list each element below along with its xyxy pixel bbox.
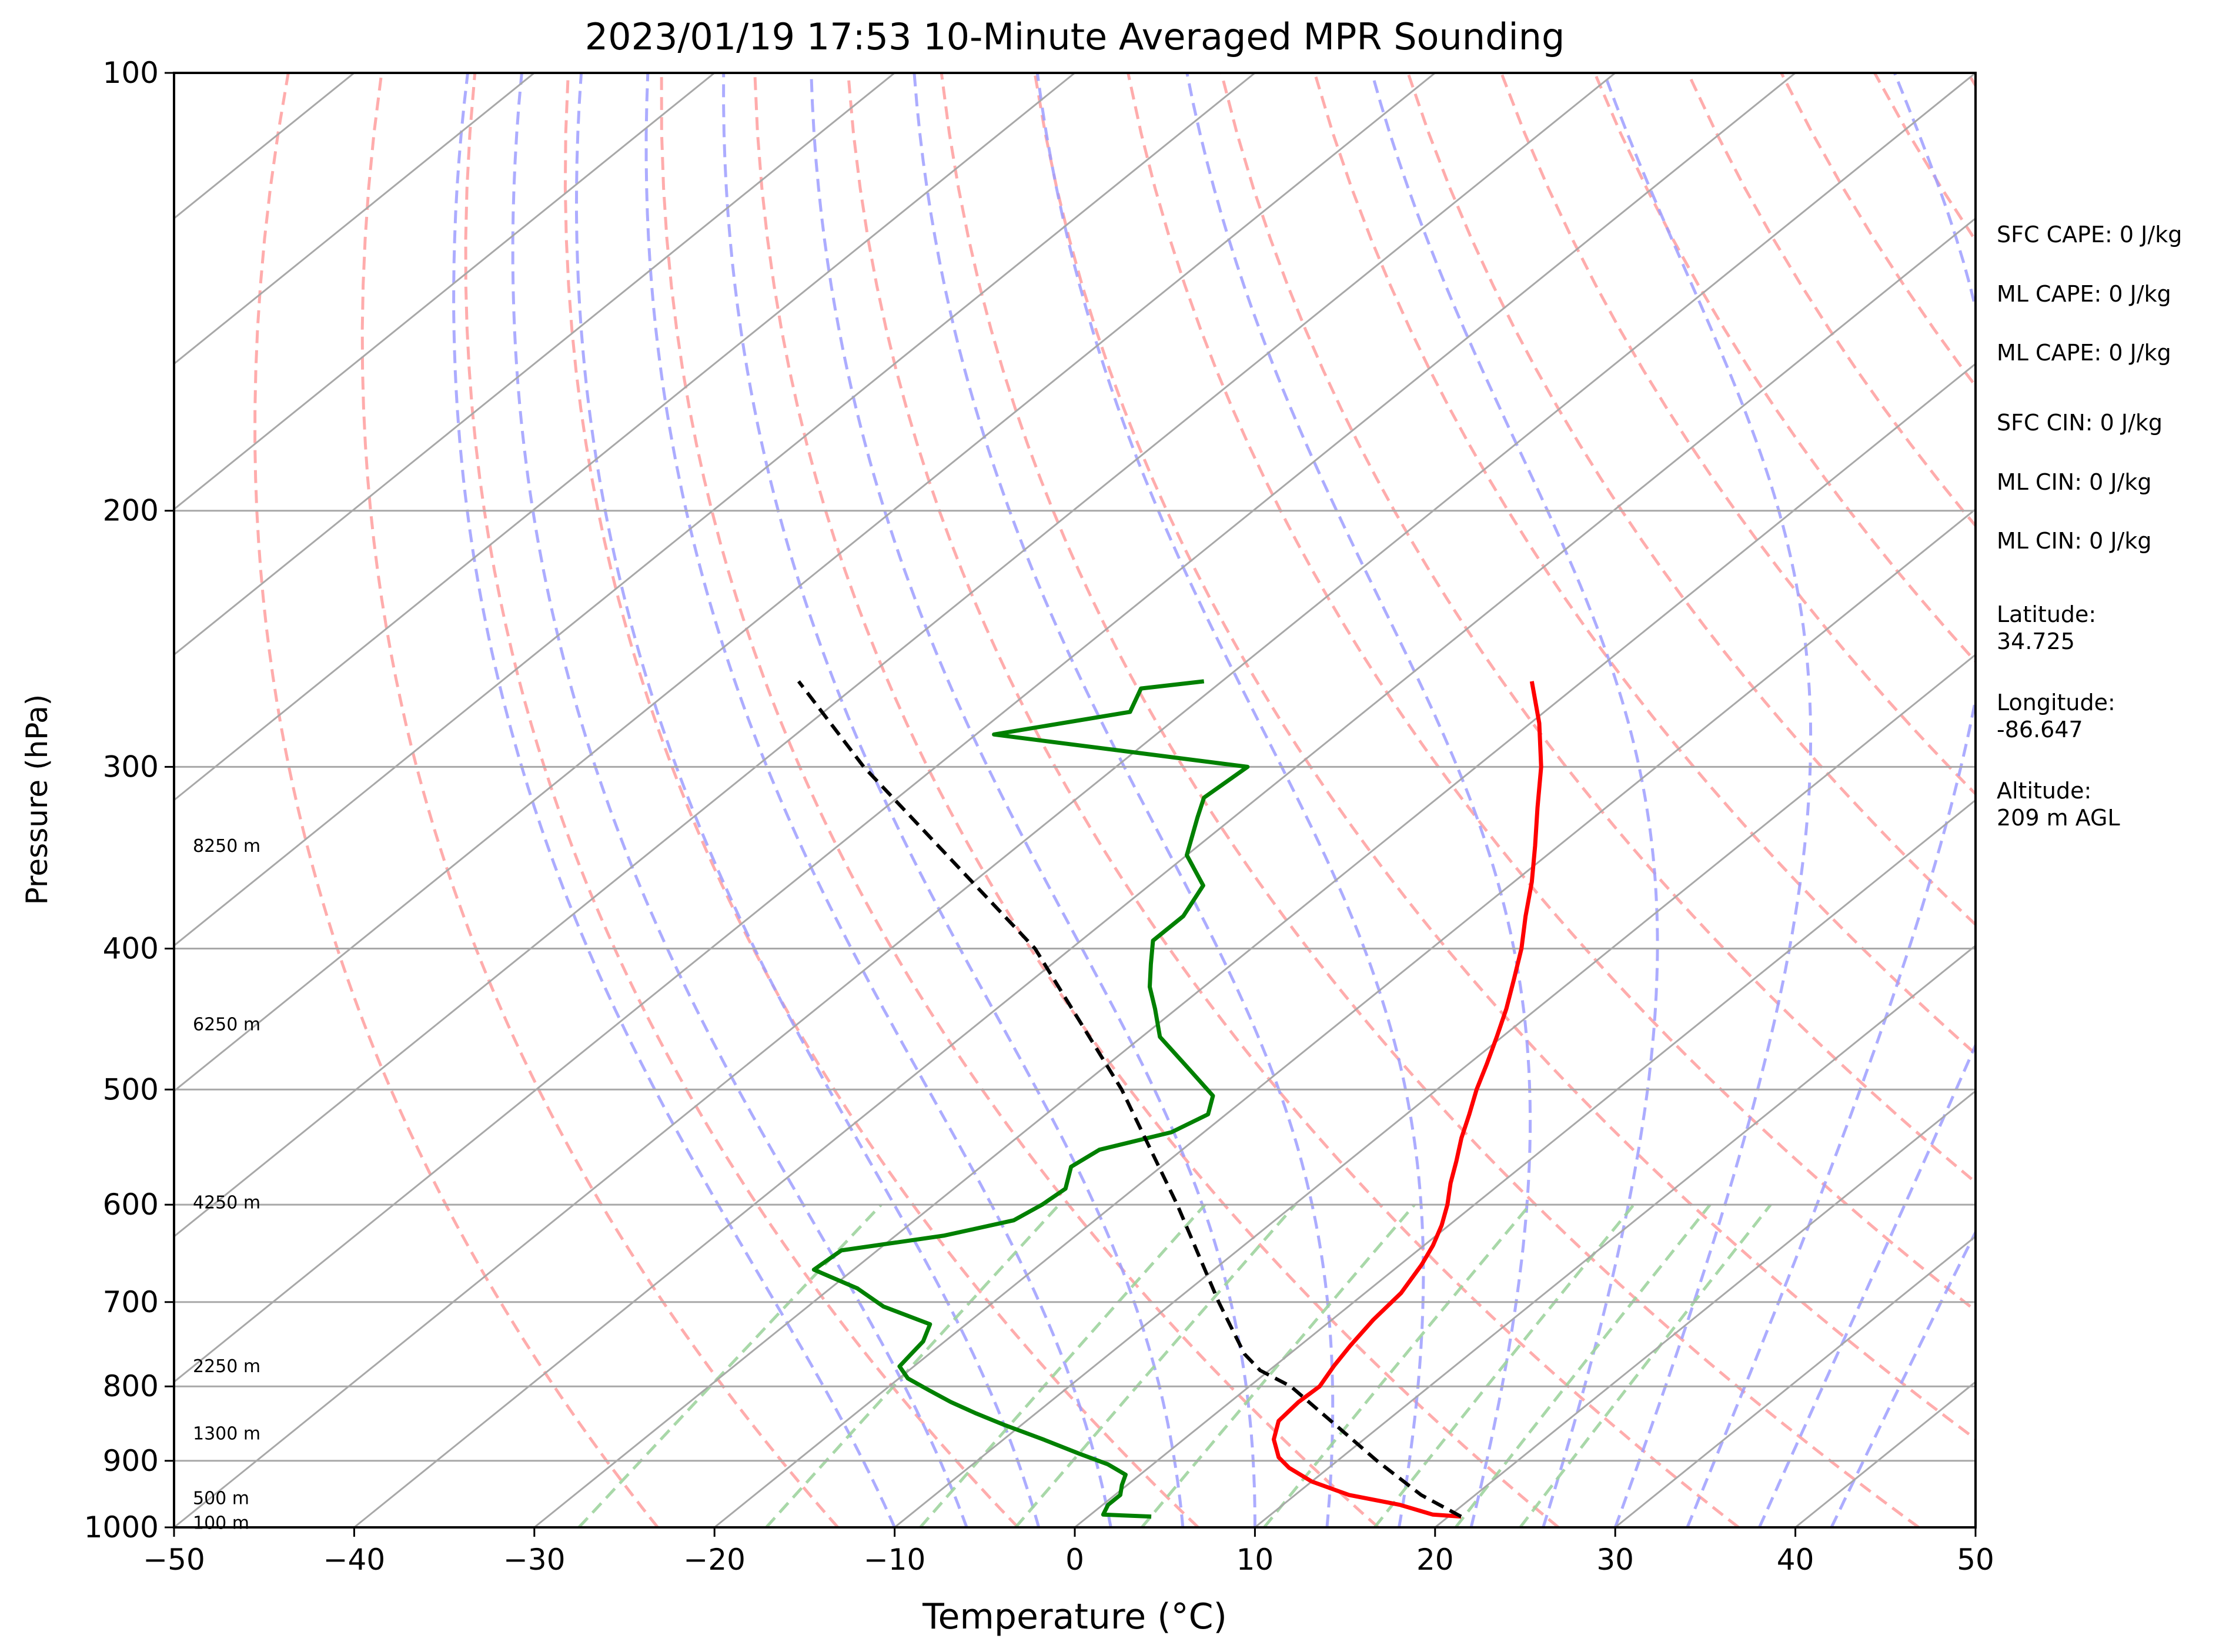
dry-adiabat [847, 73, 1740, 1527]
x-tick-label: −50 [143, 1543, 205, 1577]
moist-adiabat [913, 73, 1335, 1527]
info-line: Longitude: -86.647 [1997, 690, 2115, 743]
info-panel: SFC CAPE: 0 J/kg ML CAPE: 0 J/kg ML CAPE: … [1997, 222, 2182, 831]
x-tick-label: 0 [1065, 1543, 1084, 1577]
moist-adiabat [644, 73, 1112, 1527]
height-label: 1300 m [193, 1423, 260, 1444]
info-line: SFC CIN: 0 J/kg [1997, 410, 2163, 436]
isotherm [1074, 799, 1976, 1527]
isotherm [174, 73, 1436, 1092]
y-tick-label: 1000 [84, 1510, 159, 1544]
info-line: Latitude: 34.725 [1997, 601, 2096, 654]
isotherm [174, 73, 1796, 1383]
x-tick-label: −40 [323, 1543, 386, 1577]
moist-adiabat [1758, 1041, 1976, 1527]
x-tick-label: 20 [1416, 1543, 1454, 1577]
x-tick-label: −30 [503, 1543, 566, 1577]
isotherm [533, 362, 1976, 1527]
height-label: 500 m [193, 1489, 249, 1509]
mixing-ratio-line [1454, 1203, 1712, 1527]
y-axis: 100 200 300 400 500 600 700 800 900 1000 [84, 56, 174, 1544]
mixing-ratio-line [1141, 1203, 1416, 1527]
y-tick-label: 500 [103, 1072, 159, 1106]
dewpoint-profile [811, 679, 1250, 1519]
info-line: SFC CAPE: 0 J/kg [1997, 222, 2182, 248]
isotherm [714, 508, 1976, 1527]
dry-adiabat [1313, 73, 1976, 1056]
info-line: Altitude: 209 m AGL [1997, 778, 2120, 831]
height-label: 6250 m [193, 1014, 260, 1035]
x-tick-label: 40 [1777, 1543, 1814, 1577]
x-tick-label: 50 [1957, 1543, 1994, 1577]
info-line: ML CAPE: 0 J/kg [1997, 281, 2171, 307]
chart-title: 2023/01/19 17:53 10-Minute Averaged MPR … [585, 15, 1565, 58]
dry-adiabat [1219, 73, 1976, 1185]
dry-adiabat [464, 73, 1020, 1527]
mixing-ratio-line [765, 1203, 1061, 1527]
isotherm [174, 73, 716, 511]
dry-adiabat [940, 73, 1920, 1527]
moist-adiabat [1602, 73, 1813, 1527]
x-tick-label: 30 [1596, 1543, 1634, 1577]
dry-adiabat [1033, 73, 1976, 1441]
dry-adiabat [1127, 73, 1976, 1313]
moist-adiabat [1686, 73, 1976, 1527]
x-tick-label: −20 [683, 1543, 746, 1577]
y-axis-label: Pressure (hPa) [20, 694, 54, 905]
dry-adiabat [1406, 73, 1976, 927]
isotherm [174, 73, 1616, 1238]
info-line: ML CIN: 0 J/kg [1997, 528, 2151, 554]
moist-adiabat [574, 73, 1041, 1527]
background-lines [174, 73, 1976, 1527]
isotherm [1434, 1089, 1976, 1527]
height-label: 2250 m [193, 1356, 260, 1377]
isotherm [174, 73, 535, 365]
moist-adiabat [511, 73, 968, 1527]
moist-adiabat [1370, 73, 1659, 1527]
moist-adiabat [452, 73, 896, 1527]
temperature-profile [1272, 681, 1543, 1519]
dry-adiabat [1593, 73, 1976, 664]
y-tick-label: 400 [103, 931, 159, 965]
y-tick-label: 100 [103, 56, 159, 90]
y-tick-label: 200 [103, 494, 159, 528]
isotherm [1254, 944, 1976, 1527]
y-tick-label: 300 [103, 750, 159, 784]
dry-adiabat [660, 73, 1379, 1527]
height-label: 8250 m [193, 836, 260, 857]
isotherm [174, 73, 1075, 801]
height-labels: 100 m 500 m 1300 m 2250 m 4250 m 6250 m 8250 m [193, 836, 260, 1534]
y-tick-label: 700 [103, 1285, 159, 1319]
height-label: 100 m [193, 1513, 249, 1533]
moist-adiabat [1185, 73, 1532, 1527]
moist-adiabat [1035, 73, 1425, 1527]
y-tick-label: 800 [103, 1369, 159, 1403]
y-tick-label: 600 [103, 1188, 159, 1222]
isotherm [174, 73, 895, 656]
x-axis: −50 −40 −30 −20 −10 0 10 20 30 40 50 [143, 1527, 1994, 1577]
isotherm [174, 73, 1256, 947]
height-label: 4250 m [193, 1193, 260, 1213]
mixing-ratio-line [919, 1203, 1206, 1527]
x-tick-label: 10 [1236, 1543, 1274, 1577]
dry-adiabat [253, 73, 659, 1527]
y-tick-label: 900 [103, 1444, 159, 1478]
dry-adiabat [753, 73, 1560, 1527]
dry-adiabat [563, 73, 1199, 1527]
info-line: ML CIN: 0 J/kg [1997, 469, 2151, 495]
isotherm [174, 73, 1976, 1527]
moist-adiabat [722, 73, 1185, 1527]
parcel-profile [797, 680, 1462, 1519]
isotherm [894, 653, 1976, 1527]
isotherm [1615, 1235, 1976, 1527]
dry-adiabat [360, 73, 839, 1527]
mixing-ratio-line [1519, 1203, 1772, 1527]
isotherm [353, 217, 1976, 1527]
x-axis-label: Temperature (°C) [922, 1596, 1227, 1637]
info-line: ML CAPE: 0 J/kg [1997, 340, 2171, 366]
data-lines [797, 679, 1543, 1519]
x-tick-label: −10 [864, 1543, 926, 1577]
